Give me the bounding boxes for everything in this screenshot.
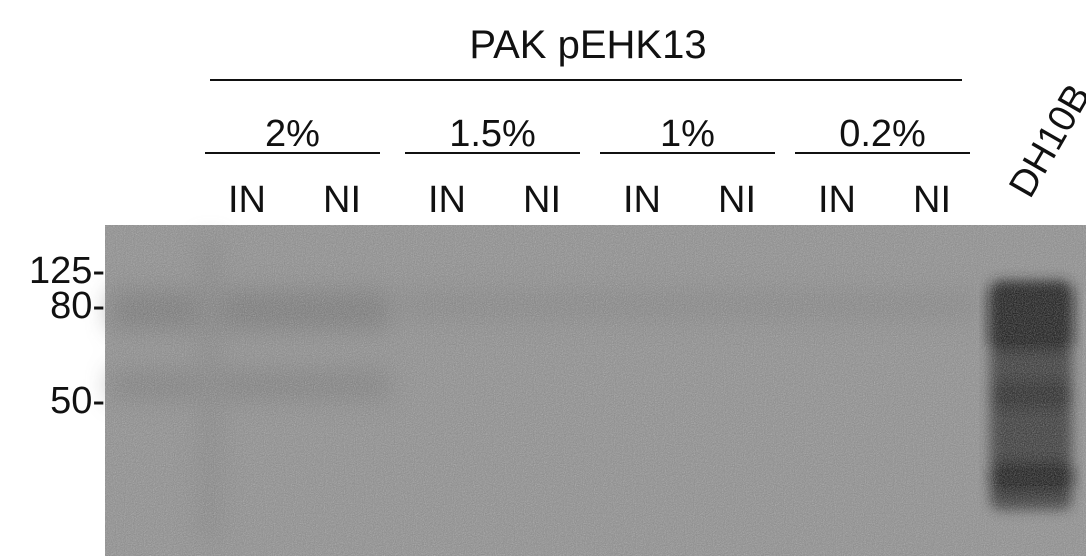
group-label: 1%	[660, 113, 715, 155]
lane-label: IN	[818, 179, 856, 221]
control-lane-label: DH10B	[1001, 77, 1086, 204]
lane-label: IN	[623, 179, 661, 221]
lane-label: NI	[718, 179, 756, 221]
title: PAK pEHK13	[469, 23, 706, 67]
lane-label: IN	[228, 179, 266, 221]
lane-label: NI	[323, 179, 361, 221]
lane-label: NI	[523, 179, 561, 221]
group-label: 2%	[265, 113, 320, 155]
marker-label: 80-	[50, 285, 105, 327]
lane-label: IN	[428, 179, 466, 221]
group-label: 1.5%	[449, 113, 536, 155]
gel	[105, 225, 1086, 556]
group-label: 0.2%	[839, 113, 926, 155]
lane-label: NI	[913, 179, 951, 221]
marker-label: 50-	[50, 380, 105, 422]
markers: 125-80-50-	[29, 250, 105, 422]
gel-figure: PAK pEHK13 2%INNI1.5%INNI1%INNI0.2%INNI …	[0, 0, 1086, 556]
